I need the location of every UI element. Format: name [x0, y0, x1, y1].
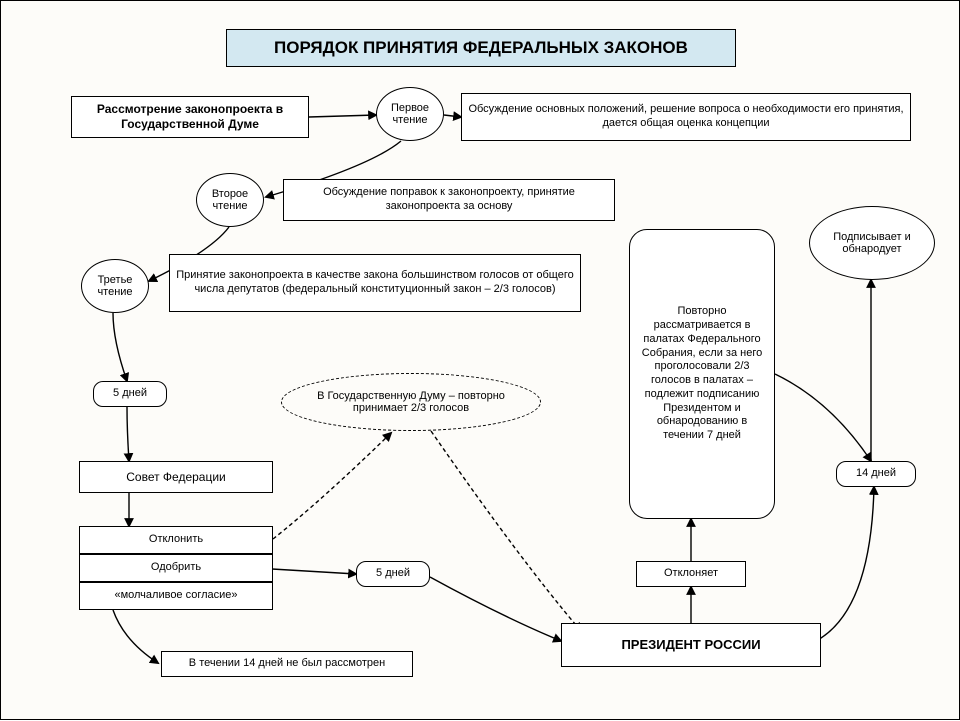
node-reading-3: Третье чтение: [81, 259, 149, 313]
node-5-days-2: 5 дней: [356, 561, 430, 587]
node-reading-1: Первое чтение: [376, 87, 444, 141]
node-reject: Отклонить: [79, 526, 273, 554]
diagram-title: ПОРЯДОК ПРИНЯТИЯ ФЕДЕРАЛЬНЫХ ЗАКОНОВ: [226, 29, 736, 67]
node-federation-council: Совет Федерации: [79, 461, 273, 493]
node-14-days: 14 дней: [836, 461, 916, 487]
node-president-rejects: Отклоняет: [636, 561, 746, 587]
node-reading-3-desc: Принятие законопроекта в качестве закона…: [169, 254, 581, 312]
node-chambers-review: Повторно рассматривается в палатах Федер…: [629, 229, 775, 519]
node-tacit-consent: «молчаливое согласие»: [79, 582, 273, 610]
node-sign-publish: Подписывает и обнародует: [809, 206, 935, 280]
node-president: ПРЕЗИДЕНТ РОССИИ: [561, 623, 821, 667]
node-reading-2-desc: Обсуждение поправок к законопроекту, при…: [283, 179, 615, 221]
node-not-reviewed-14-days: В течении 14 дней не был рассмотрен: [161, 651, 413, 677]
node-approve: Одобрить: [79, 554, 273, 582]
node-reading-1-desc: Обсуждение основных положений, решение в…: [461, 93, 911, 141]
node-duma-review: Рассмотрение законопроекта в Государстве…: [71, 96, 309, 138]
node-5-days-1: 5 дней: [93, 381, 167, 407]
node-reading-2: Второе чтение: [196, 173, 264, 227]
node-duma-repeat: В Государственную Думу – повторно приним…: [281, 373, 541, 431]
diagram-canvas: ПОРЯДОК ПРИНЯТИЯ ФЕДЕРАЛЬНЫХ ЗАКОНОВ Рас…: [0, 0, 960, 720]
